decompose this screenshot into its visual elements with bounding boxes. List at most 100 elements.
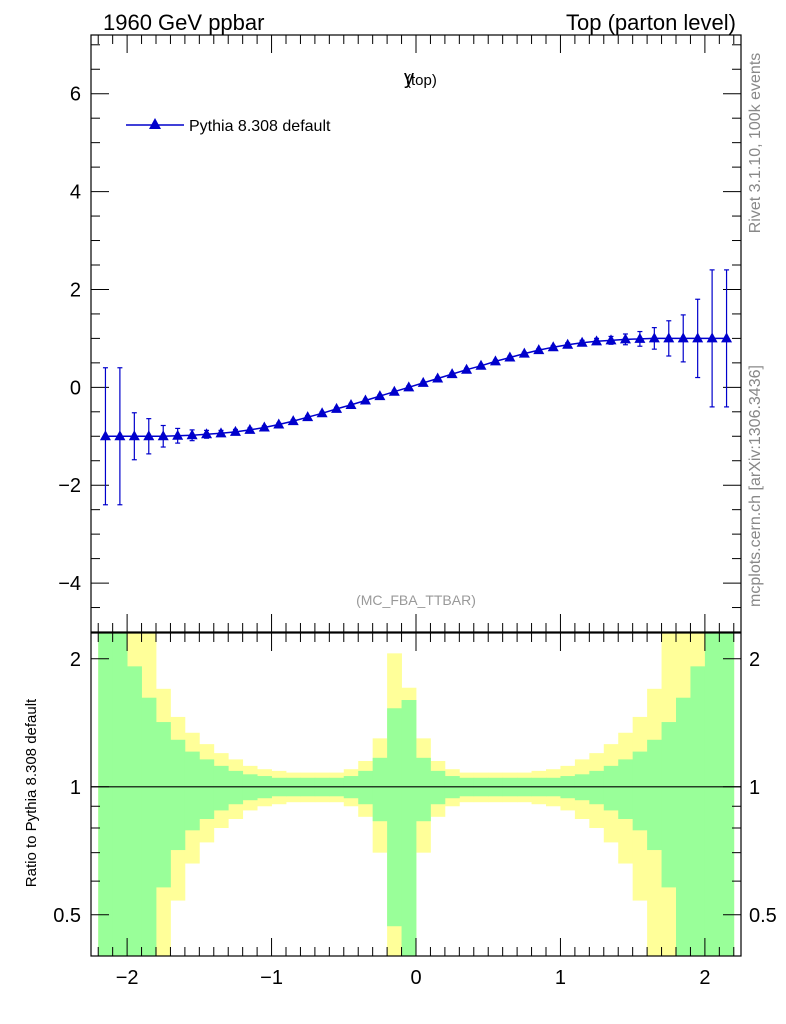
rivet-info: Rivet 3.1.10, 100k events — [747, 53, 764, 234]
data-point — [417, 376, 429, 387]
data-point — [721, 332, 733, 343]
y-tick-label: −4 — [58, 573, 81, 595]
header-energy: 1960 GeV ppbar — [103, 10, 264, 35]
data-point — [475, 359, 487, 370]
data-point — [446, 368, 458, 379]
data-point — [663, 332, 675, 343]
data-point — [302, 411, 314, 422]
data-point — [172, 429, 184, 440]
inner-band-bin — [387, 708, 402, 927]
data-point — [287, 415, 299, 426]
data-point — [374, 390, 386, 401]
inner-band-bin — [184, 751, 200, 831]
inner-band-bin — [170, 739, 186, 851]
data-point — [634, 332, 646, 343]
main-title: y — [404, 67, 414, 89]
x-tick-label: 2 — [699, 967, 710, 989]
y-tick-label: 0 — [70, 377, 81, 399]
inner-band-bin — [228, 770, 244, 805]
data-point — [157, 430, 169, 441]
x-tick-label: 1 — [555, 967, 566, 989]
inner-band-bin — [112, 633, 128, 956]
inner-band-bin — [647, 739, 662, 851]
ratio-ylabel: Ratio to Pythia 8.308 default — [23, 698, 40, 887]
data-point — [432, 372, 444, 383]
site-info: mcplots.cern.ch [arXiv:1306.3436] — [747, 365, 764, 607]
data-point — [331, 402, 343, 413]
inner-band-bin — [98, 633, 114, 956]
data-point — [619, 333, 631, 344]
legend: Pythia 8.308 default — [126, 118, 331, 135]
data-point — [201, 428, 213, 439]
x-tick-label: −1 — [260, 967, 283, 989]
ratio-y-tick-label: 2 — [70, 649, 81, 671]
data-point — [143, 430, 155, 441]
main-panel: −4 −2 0 2 4 6 y (top) Pythia 8.308 default (M… — [58, 34, 742, 633]
inner-band-bin — [372, 757, 388, 822]
x-tick-label: 0 — [410, 967, 421, 989]
y-tick-label: −2 — [58, 475, 81, 497]
inner-band-bin — [141, 697, 157, 956]
inner-band-bin — [603, 765, 619, 811]
data-point — [258, 421, 270, 432]
inner-band-bin — [401, 700, 417, 956]
data-point — [273, 418, 285, 429]
data-point — [114, 430, 126, 441]
inner-band-bin — [416, 757, 431, 822]
data-point — [359, 394, 371, 405]
data-point — [504, 351, 516, 362]
inner-band-bin — [618, 759, 634, 819]
inner-band-bin — [690, 666, 706, 956]
data-point — [677, 332, 689, 343]
inner-band-bin — [156, 722, 171, 888]
y-tick-label: 4 — [70, 182, 81, 204]
data-point — [489, 355, 501, 366]
inner-band-bin — [589, 770, 605, 805]
header-process: Top (parton level) — [566, 10, 736, 35]
data-point — [692, 332, 704, 343]
data-point — [562, 338, 574, 349]
legend-marker — [149, 118, 161, 129]
data-point — [533, 344, 545, 355]
main-series — [99, 269, 733, 506]
inner-band-bin — [719, 633, 735, 956]
data-point — [128, 430, 140, 441]
data-point — [547, 341, 559, 352]
data-point — [403, 381, 415, 392]
inner-band-bin — [430, 770, 446, 805]
y-tick-label: 6 — [70, 84, 81, 106]
inner-band-bin — [199, 759, 215, 819]
main-title-sub: (top) — [406, 72, 437, 89]
ratio-bands — [98, 633, 735, 956]
data-point — [186, 429, 198, 440]
ratio-panel: 0.5 0.5 1 1 2 2 −2 −1 0 1 2 Ratio to Pythia 8.308 … — [23, 632, 777, 989]
data-point — [576, 336, 588, 347]
ratio-y-tick-label-right: 2 — [749, 649, 760, 671]
data-point — [388, 385, 400, 396]
x-tick-label: −2 — [116, 967, 139, 989]
data-point — [345, 398, 357, 409]
ratio-y-tick-label-right: 0.5 — [749, 905, 777, 927]
data-point — [518, 347, 530, 358]
data-point — [648, 332, 660, 343]
inner-band-bin — [676, 697, 691, 956]
inner-band-bin — [661, 722, 677, 888]
ratio-y-tick-label: 1 — [70, 777, 81, 799]
data-point — [229, 425, 241, 436]
data-point — [706, 332, 718, 343]
data-point — [99, 430, 111, 441]
data-point — [215, 427, 227, 438]
inner-band-bin — [704, 633, 720, 956]
inner-band-bin — [632, 751, 648, 831]
data-point — [244, 423, 256, 434]
ratio-y-tick-label: 0.5 — [53, 905, 81, 927]
main-frame — [90, 34, 742, 633]
data-point — [316, 407, 328, 418]
data-point — [591, 335, 603, 346]
y-tick-label: 2 — [70, 279, 81, 301]
inner-band-bin — [127, 666, 142, 956]
data-point — [461, 363, 473, 374]
series-line — [105, 337, 727, 438]
legend-label: Pythia 8.308 default — [189, 118, 331, 135]
inner-band-bin — [213, 765, 229, 811]
